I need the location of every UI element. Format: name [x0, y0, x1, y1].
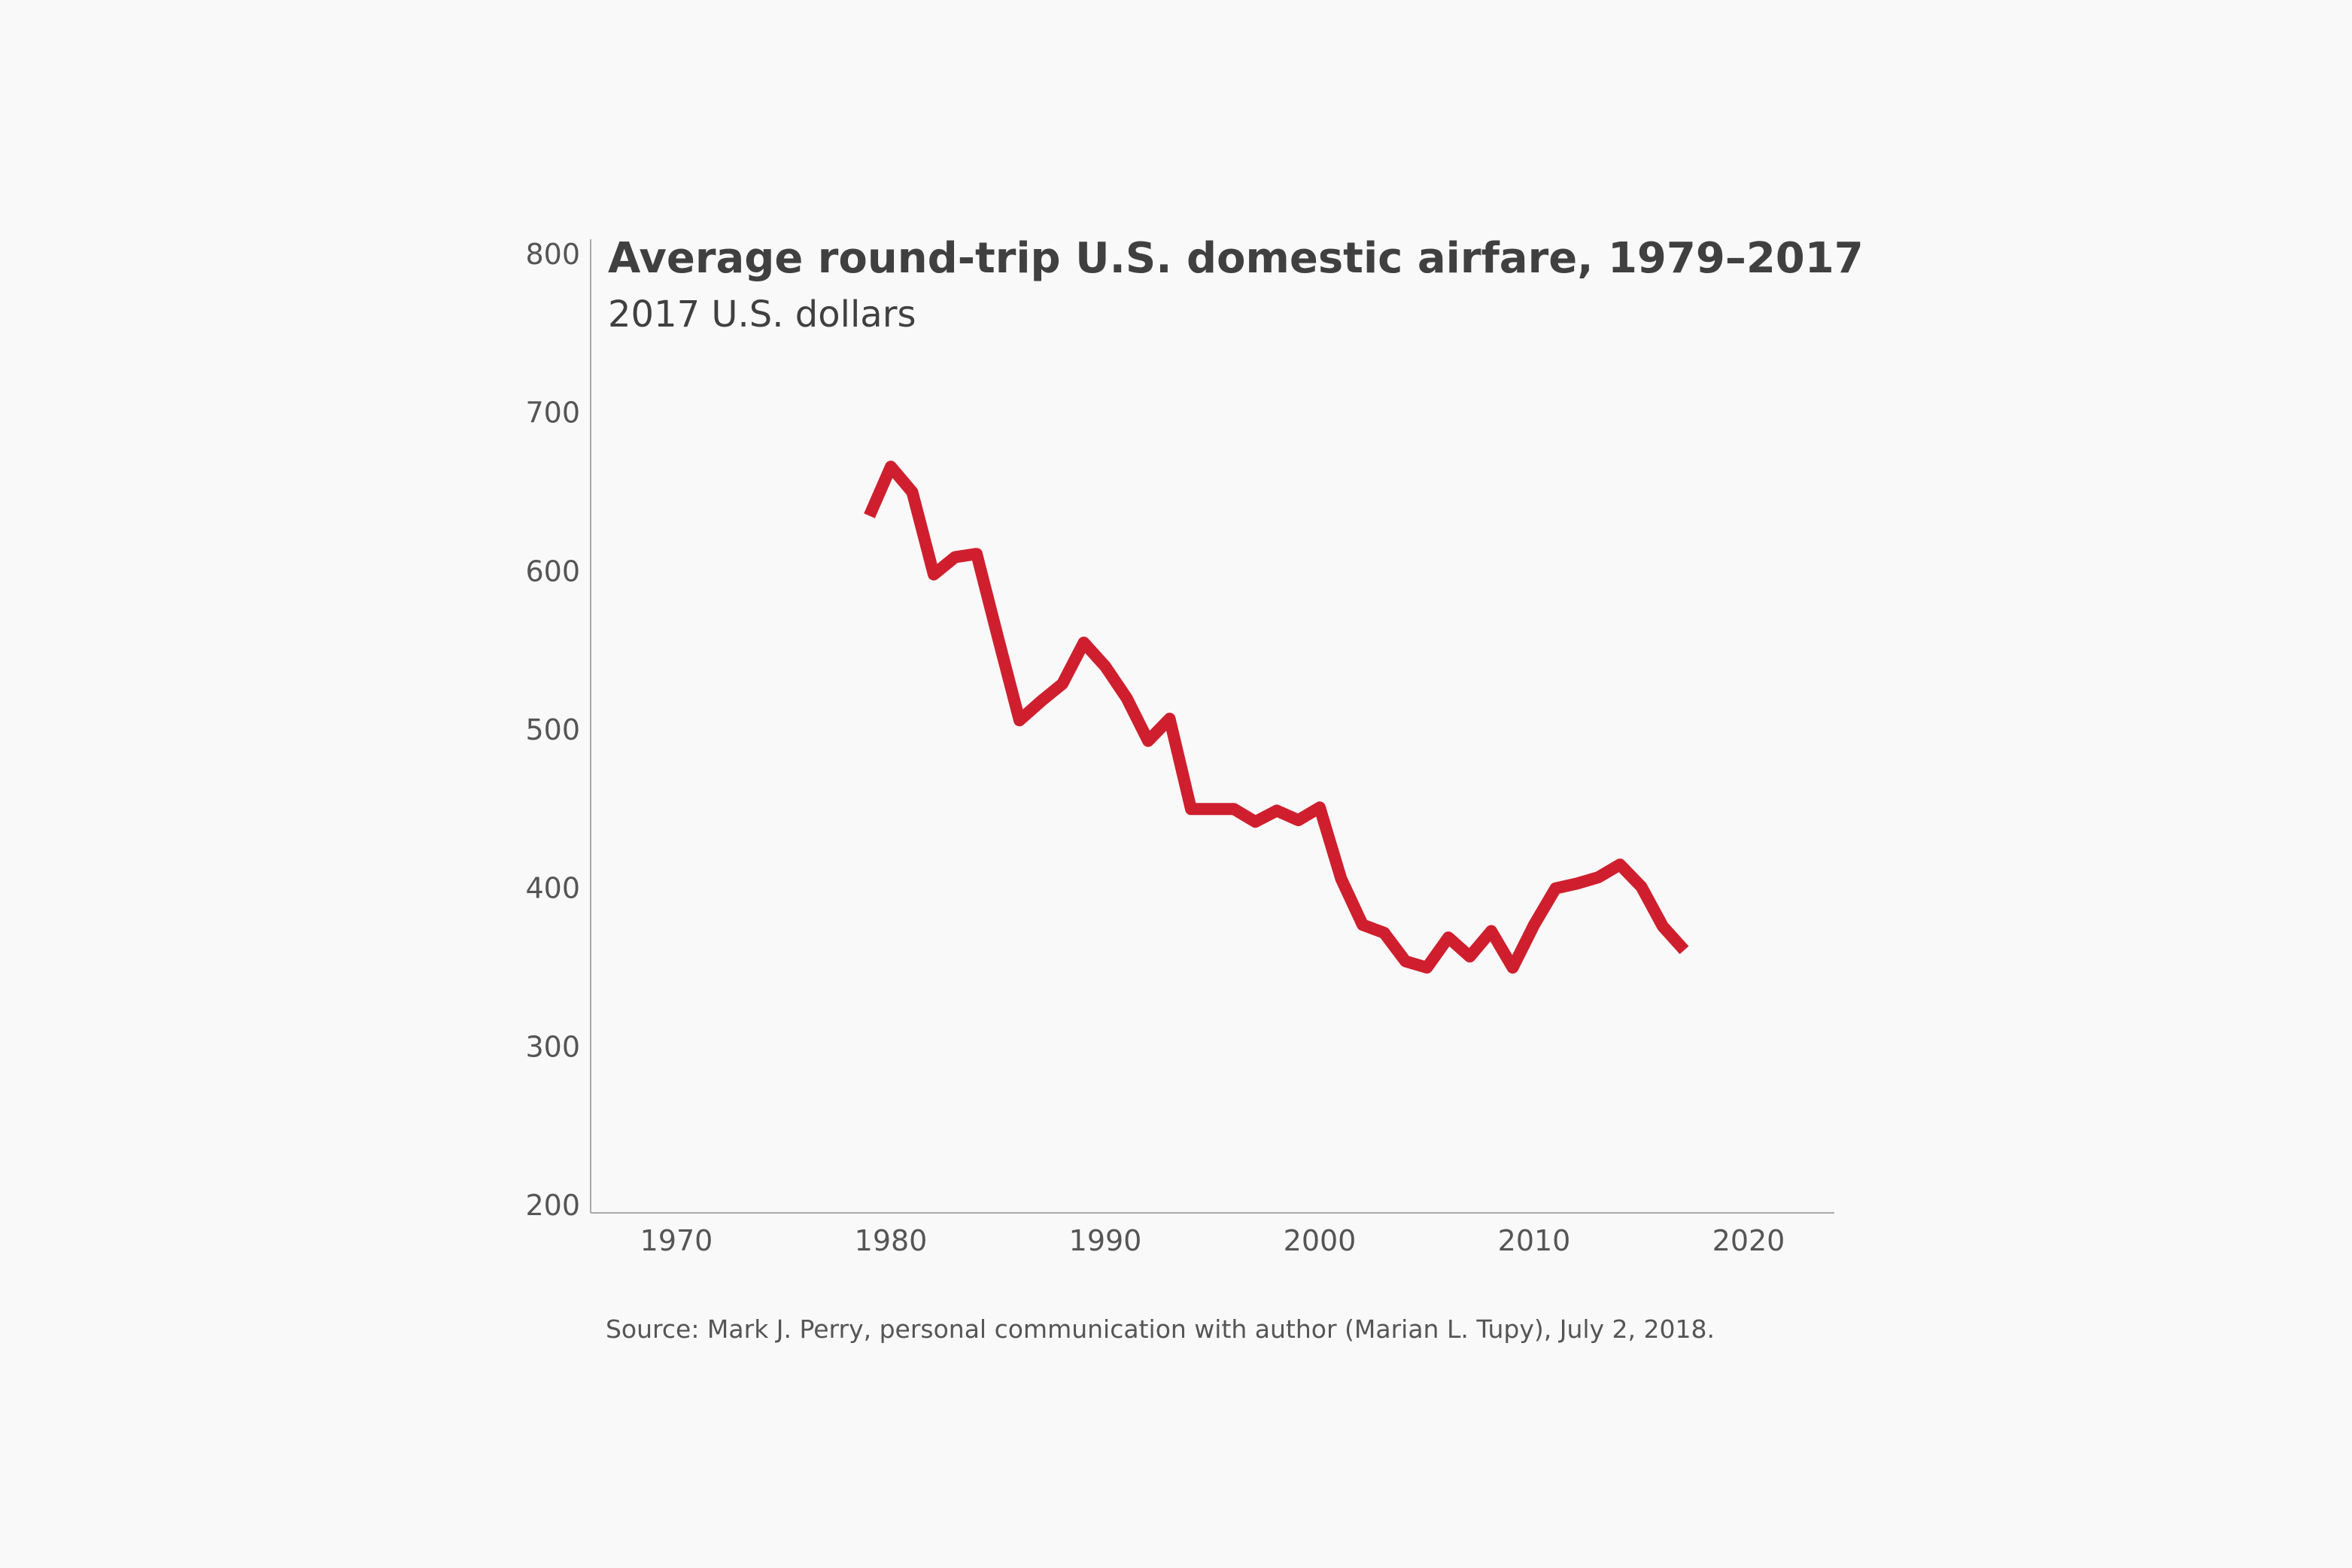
data-point [886, 461, 896, 472]
data-point [1400, 956, 1411, 967]
data-point [1486, 926, 1497, 937]
y-tick-label: 700 [525, 397, 580, 430]
x-tick-label: 2010 [1498, 1224, 1571, 1257]
data-point [907, 487, 918, 497]
data-point [1379, 928, 1390, 938]
data-point [993, 633, 1004, 643]
data-point [1529, 919, 1539, 930]
source-note: Source: Mark J. Perry, personal communic… [606, 1314, 1715, 1344]
data-point [971, 548, 982, 559]
data-point [1422, 962, 1433, 973]
data-point [1615, 859, 1625, 870]
data-point [1036, 696, 1047, 707]
data-point [1057, 679, 1068, 689]
data-point [928, 570, 939, 580]
chart-title: Average round-trip U.S. domestic airfare… [608, 234, 1864, 283]
airfare-series-line [864, 460, 1689, 974]
data-point [1314, 802, 1325, 813]
data-point [1143, 736, 1153, 746]
data-point [1079, 637, 1089, 648]
y-tick-label: 600 [525, 555, 580, 588]
data-point [1272, 805, 1282, 816]
x-tick-label: 1980 [855, 1224, 928, 1257]
data-point [1122, 693, 1132, 703]
data-point [1208, 804, 1218, 814]
y-axis-ticks: 200 300 400 500 600 700 800 [525, 238, 580, 1222]
data-points [865, 461, 1690, 973]
chart-subtitle: 2017 U.S. dollars [608, 293, 916, 336]
data-point [1594, 872, 1604, 883]
x-axis-ticks: 1970 1980 1990 2000 2010 2020 [640, 1224, 1785, 1257]
data-point [1658, 921, 1668, 931]
y-tick-label: 800 [525, 238, 580, 271]
y-tick-label: 400 [525, 872, 580, 905]
data-point [1572, 878, 1582, 889]
y-tick-label: 300 [525, 1030, 580, 1063]
data-point [1293, 815, 1304, 825]
data-point [1508, 962, 1518, 973]
data-point [1250, 816, 1261, 827]
y-tick-label: 500 [525, 713, 580, 746]
data-point [1229, 804, 1239, 814]
x-tick-label: 1970 [640, 1224, 713, 1257]
data-point [865, 511, 875, 521]
data-point [1357, 919, 1368, 930]
data-point [1443, 932, 1454, 943]
data-point [1165, 713, 1175, 724]
data-point [1100, 661, 1111, 672]
x-tick-label: 2000 [1284, 1224, 1357, 1257]
data-point [1636, 882, 1647, 892]
data-point [1551, 883, 1561, 894]
data-point [1679, 945, 1690, 956]
data-point [950, 552, 961, 562]
data-point [1186, 804, 1196, 814]
x-tick-label: 1990 [1069, 1224, 1142, 1257]
data-point [1465, 951, 1475, 962]
x-tick-label: 2020 [1712, 1224, 1785, 1257]
data-point [1014, 715, 1025, 725]
data-point [1336, 874, 1347, 884]
y-tick-label: 200 [525, 1189, 580, 1222]
